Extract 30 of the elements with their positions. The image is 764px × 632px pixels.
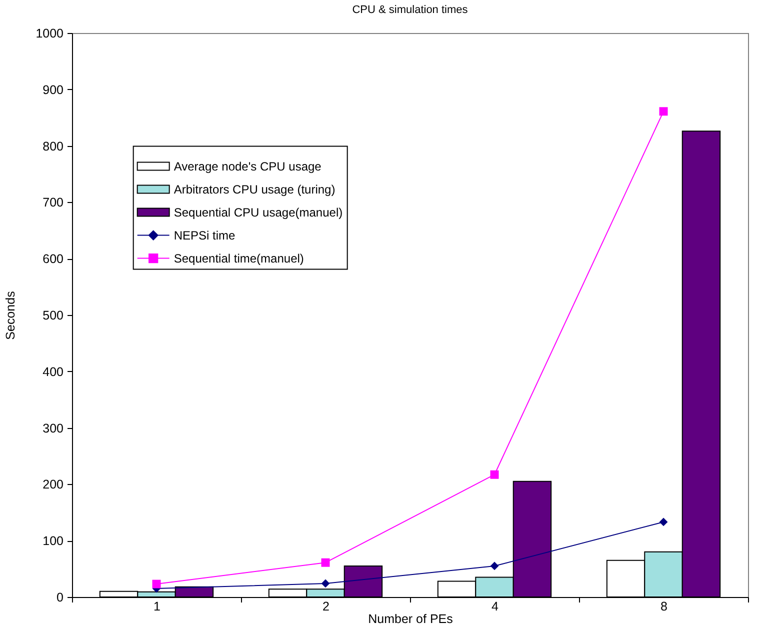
x-tick-label: 1	[154, 600, 161, 614]
point	[321, 579, 330, 588]
y-tick-label: 600	[42, 252, 64, 266]
y-tick-label: 400	[42, 364, 64, 379]
y-tick-label: 700	[42, 196, 64, 210]
y-tick-label: 200	[42, 478, 64, 492]
y-tick-label: 0	[56, 590, 64, 604]
point	[659, 518, 668, 526]
point	[321, 558, 330, 567]
y-tick-label: 900	[42, 82, 64, 97]
y-tick-label: 300	[42, 421, 64, 436]
point	[152, 580, 161, 588]
y-axis-title: Seconds	[4, 291, 18, 340]
y-tick-label: 100	[42, 534, 64, 548]
legend-label: Arbitrators CPU usage (turing)	[174, 182, 336, 196]
point	[490, 562, 499, 570]
y-tick-label: 1000	[36, 26, 64, 40]
legend-label: Average node's CPU usage	[174, 159, 322, 174]
y-tick-label: 500	[42, 308, 64, 322]
chart-title: CPU & simulation times	[352, 4, 468, 16]
x-axis-title: Number of PEs	[368, 612, 453, 626]
legend-label: NEPSi time	[174, 228, 236, 242]
x-tick-label: 2	[322, 600, 330, 614]
point	[490, 470, 499, 479]
x-tick-label: 8	[660, 600, 668, 614]
legend-label: Sequential CPU usage(manuel)	[174, 205, 343, 220]
point	[659, 107, 668, 116]
legend-label: Sequential time(manuel)	[174, 251, 304, 266]
y-tick-label: 800	[42, 139, 64, 154]
x-tick-label: 4	[492, 600, 499, 614]
